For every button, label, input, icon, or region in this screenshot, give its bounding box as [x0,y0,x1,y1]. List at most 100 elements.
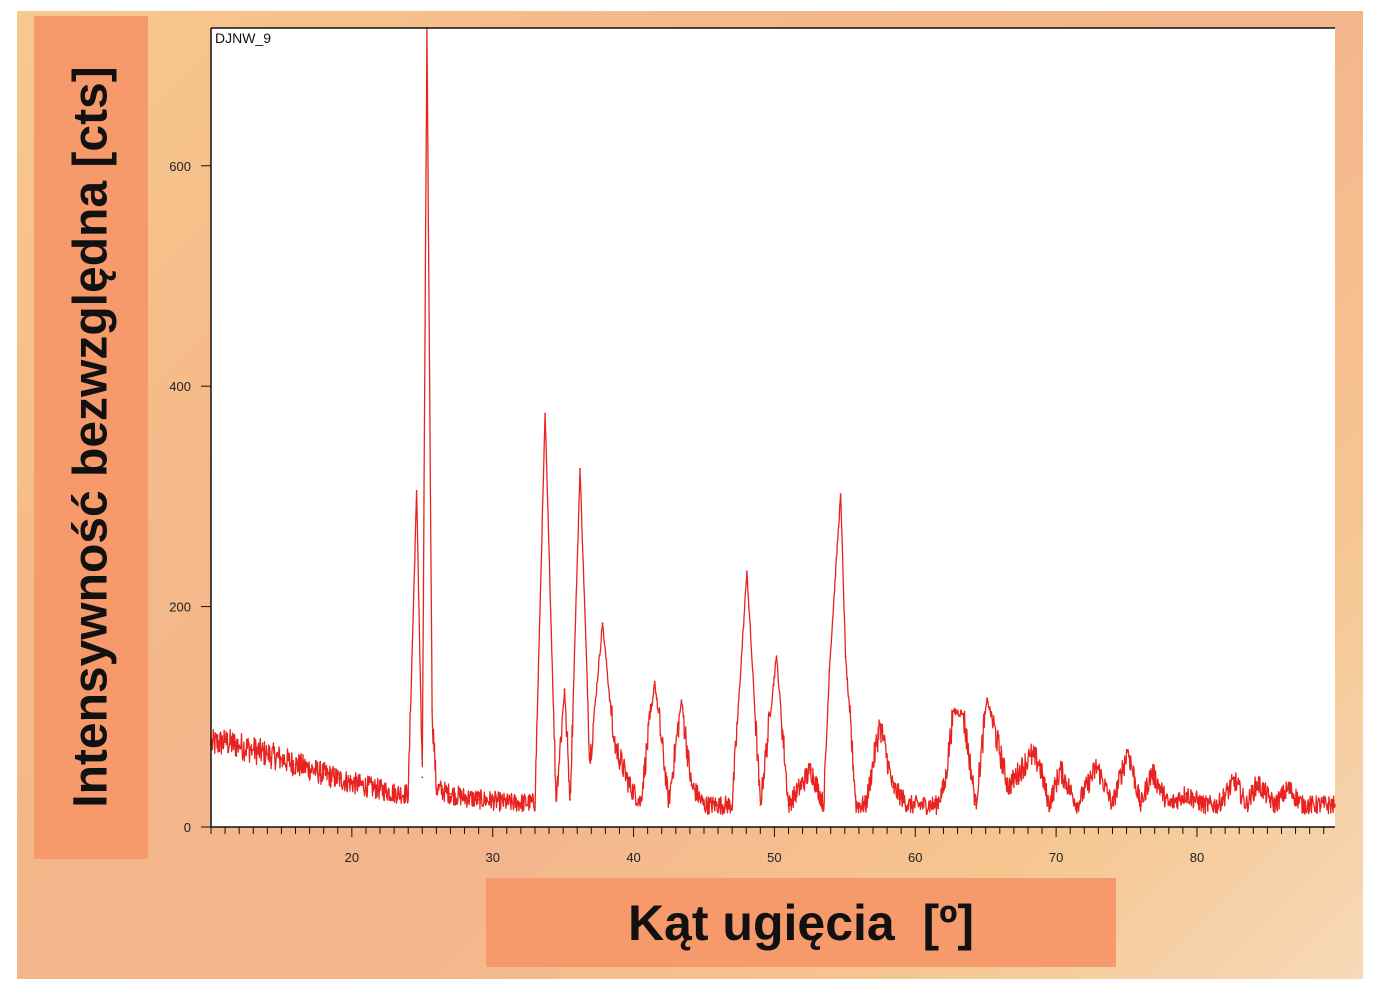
x-tick-label: 50 [767,850,781,865]
data-point [491,799,494,802]
data-point [974,804,977,806]
data-point [252,749,255,751]
data-point [589,760,591,762]
data-point [1007,786,1010,789]
data-point [1167,804,1170,806]
data-point [435,787,438,790]
data-point [1029,754,1032,757]
data-point [653,680,656,683]
data-point [667,801,670,804]
x-tick-label: 70 [1049,850,1063,865]
data-point [891,786,894,789]
data-point [520,801,522,804]
data-point [569,798,572,801]
data-point [351,782,353,784]
data-point [865,804,867,806]
data-point [1059,768,1062,771]
data-point [407,793,410,795]
data-point [431,710,433,713]
data-point [986,697,988,699]
data-point [731,804,734,806]
data-point [1139,804,1142,806]
y-tick-label: 600 [169,159,191,174]
x-tick-label: 60 [908,850,922,865]
data-point [787,804,790,806]
data-point [421,776,424,779]
data-point [463,796,466,799]
data-point [294,763,297,766]
data-point [505,801,508,804]
data-point [555,798,557,801]
data-point [879,722,881,725]
x-axis-label-box: Kąt ugięcia [º] [486,878,1116,967]
data-point [1245,804,1248,806]
data-point [365,785,367,788]
data-point [943,784,946,786]
data-point [1217,804,1219,806]
plot-area [211,28,1335,827]
data-point [224,741,227,743]
data-point [962,712,965,715]
data-point [828,669,831,672]
data-point [534,801,536,804]
data-point [336,777,339,780]
data-point [544,412,546,415]
data-point [717,804,719,806]
data-point [280,757,283,760]
data-point [1127,749,1129,751]
data-point [415,490,418,492]
data-point [322,773,325,775]
axis-layer: 0 200 400 600 20 30 40 50 60 70 80 [169,27,1335,865]
data-point [952,710,955,713]
data-point [921,804,924,806]
data-point [393,791,395,794]
data-point [1334,804,1336,806]
data-point [1273,804,1276,806]
x-tick-label: 80 [1190,850,1204,865]
data-point [822,804,825,806]
data-point [1315,804,1318,806]
x-tick-label: 40 [626,850,640,865]
data-point [690,784,693,786]
data-point [639,801,642,804]
x-axis-label: Kąt ugięcia [º] [627,894,975,951]
data-point [1096,765,1098,768]
data-point [477,798,480,801]
data-point [628,784,631,786]
y-tick-label: 200 [169,600,191,615]
data-point [680,699,683,702]
data-point [563,688,566,691]
data-point [775,655,778,658]
series-line-0 [210,27,1336,816]
data-point [266,753,269,756]
data-point [1234,779,1236,782]
data-point [839,493,842,496]
y-axis-label-box [34,16,148,859]
y-tick-label: 0 [184,820,191,835]
data-point [746,570,748,573]
data-point [1076,804,1079,806]
data-point [612,740,615,742]
data-point [907,804,910,806]
chart-title: DJNW_9 [215,30,271,46]
x-tick-label: 30 [485,850,499,865]
data-point [810,768,812,771]
data-point [579,467,581,470]
data-point [449,793,452,795]
data-point [1038,762,1041,764]
data-point [759,804,762,806]
data-point [1048,804,1050,806]
y-tick-label: 400 [169,379,191,394]
data-point [1111,804,1114,806]
data-point [238,744,241,747]
data-point [703,804,705,806]
data-point [379,788,381,791]
data-point [1256,782,1259,784]
data-point [1287,787,1290,790]
data-point [855,804,857,806]
data-point [1301,804,1304,806]
x-tick-label: 20 [345,850,359,865]
data-point [308,767,311,770]
series-layer [210,27,1336,816]
